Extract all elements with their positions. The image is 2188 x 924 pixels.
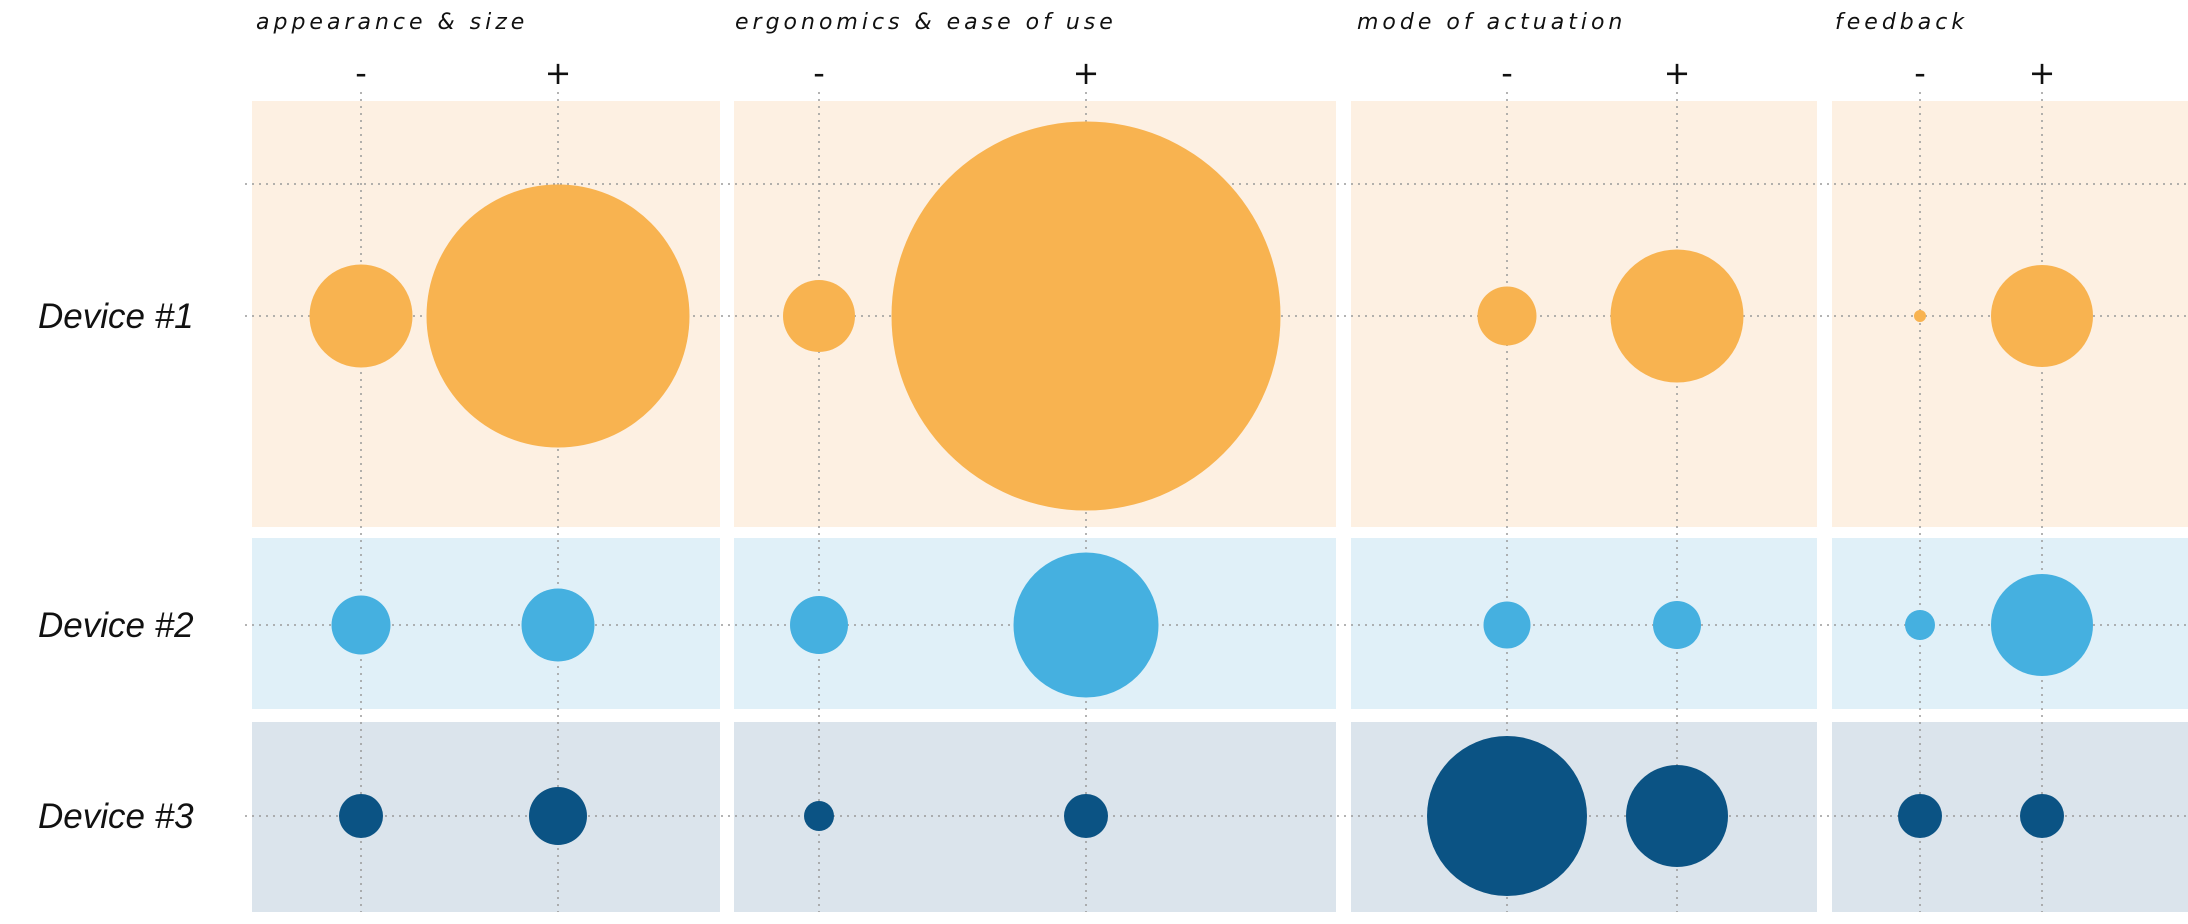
band-3-1 bbox=[252, 722, 720, 912]
plus-label: + bbox=[1664, 54, 1691, 92]
category-label: appearance & size bbox=[256, 10, 528, 35]
bubble-3-3-minus: Device #3 — mode of actuation (-): 160 bbox=[1427, 736, 1587, 896]
bubble-1-1-plus: Device #1 — appearance & size (+): 263 bbox=[426, 184, 690, 448]
bubble-1-2-plus: Device #1 — ergonomics & ease of use (+)… bbox=[891, 121, 1281, 511]
bubble-3-2-minus: Device #3 — ergonomics & ease of use (-)… bbox=[804, 801, 834, 831]
series-label: Device #3 bbox=[38, 797, 194, 836]
minus-label: - bbox=[355, 54, 367, 92]
bubble-1-3-minus: Device #1 — mode of actuation (-): 59 bbox=[1477, 286, 1537, 346]
bubble-3-4-minus: Device #3 — feedback (-): 44 bbox=[1898, 794, 1942, 838]
row-bands bbox=[252, 101, 2188, 912]
minus-label: - bbox=[1914, 54, 1926, 92]
bubble-3-4-plus: Device #3 — feedback (+): 44 bbox=[2020, 794, 2064, 838]
bubble-1-1-minus: Device #1 — appearance & size (-): 103 bbox=[309, 264, 413, 368]
bubble-2-1-minus: Device #2 — appearance & size (-): 59 bbox=[331, 595, 391, 655]
category-label: feedback bbox=[1835, 10, 1968, 35]
minus-label: - bbox=[1501, 54, 1513, 92]
bubble-1-4-minus: Device #1 — feedback (-): 12 bbox=[1914, 310, 1926, 322]
plus-label: + bbox=[1073, 54, 1100, 92]
bubble-2-3-plus: Device #2 — mode of actuation (+): 48 bbox=[1653, 601, 1701, 649]
category-label: mode of actuation bbox=[1357, 10, 1626, 35]
bubble-2-4-plus: Device #2 — feedback (+): 102 bbox=[1991, 574, 2093, 676]
plus-label: + bbox=[2029, 54, 2056, 92]
band-3-4 bbox=[1832, 722, 2188, 912]
band-2-3 bbox=[1351, 538, 1817, 709]
bubble-2-4-minus: Device #2 — feedback (-): 30 bbox=[1905, 610, 1935, 640]
bubbles: Device #1 — appearance & size (-): 103De… bbox=[309, 121, 2093, 896]
bubble-2-3-minus: Device #2 — mode of actuation (-): 47 bbox=[1483, 601, 1531, 649]
category-label: ergonomics & ease of use bbox=[735, 10, 1117, 35]
bubble-3-1-minus: Device #3 — appearance & size (-): 44 bbox=[339, 794, 383, 838]
band-1-3 bbox=[1351, 101, 1817, 527]
bubble-1-4-plus: Device #1 — feedback (+): 102 bbox=[1991, 265, 2093, 367]
bubble-1-2-minus: Device #1 — ergonomics & ease of use (-)… bbox=[783, 280, 855, 352]
bubble-3-2-plus: Device #3 — ergonomics & ease of use (+)… bbox=[1064, 794, 1108, 838]
bubble-2-2-minus: Device #2 — ergonomics & ease of use (-)… bbox=[790, 596, 848, 654]
bubble-1-3-plus: Device #1 — mode of actuation (+): 133 bbox=[1610, 249, 1744, 383]
minus-label: - bbox=[813, 54, 825, 92]
band-2-1 bbox=[252, 538, 720, 709]
band-3-2 bbox=[734, 722, 1336, 912]
series-label: Device #2 bbox=[38, 606, 194, 645]
bubble-3-3-plus: Device #3 — mode of actuation (+): 102 bbox=[1626, 765, 1728, 867]
bubble-2-2-plus: Device #2 — ergonomics & ease of use (+)… bbox=[1013, 552, 1159, 698]
labels: appearance & size ergonomics & ease of us… bbox=[38, 10, 2055, 836]
series-label: Device #1 bbox=[38, 297, 194, 336]
bubble-3-1-plus: Device #3 — appearance & size (+): 58 bbox=[529, 787, 587, 845]
bubble-2-1-plus: Device #2 — appearance & size (+): 73 bbox=[521, 588, 595, 662]
plus-label: + bbox=[545, 54, 572, 92]
